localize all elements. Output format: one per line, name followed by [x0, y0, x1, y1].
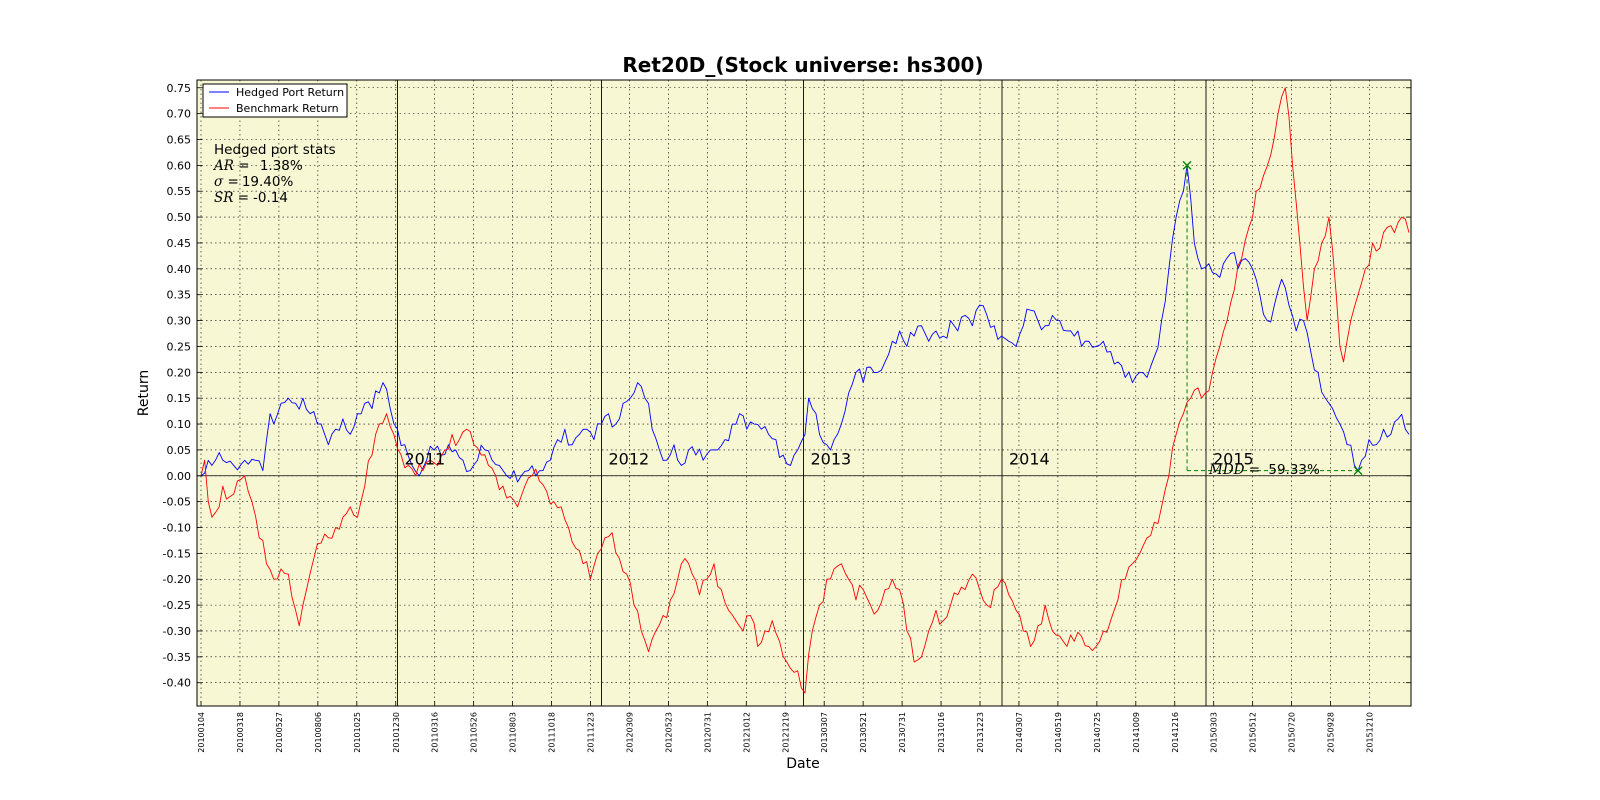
- y-tick-label: 0.10: [167, 418, 192, 431]
- x-tick-label: 20120731: [703, 712, 712, 753]
- y-axis-ticks: 0.75 0.70 0.65 0.60 0.55 0.50 0.45 0.40 0.35 0.30…: [163, 82, 1411, 690]
- y-axis-label: Return: [136, 370, 152, 416]
- y-tick-label: 0.55: [167, 185, 192, 198]
- x-tick-label: 20151210: [1366, 712, 1375, 753]
- x-tick-label: 20101025: [353, 712, 362, 753]
- mdd-label: MDD =: [1208, 462, 1260, 478]
- year-label: 2012: [609, 449, 650, 468]
- y-tick-label: 0.35: [167, 289, 192, 302]
- x-tick-label: 20100527: [275, 712, 284, 753]
- x-tick-label: 20121012: [742, 712, 751, 753]
- x-tick-label: 20130307: [820, 712, 829, 753]
- year-label: 2015: [1213, 449, 1254, 468]
- x-tick-label: 20111018: [548, 712, 557, 753]
- legend: Hedged Port Return Benchmark Return: [202, 83, 348, 118]
- x-tick-label: 20140519: [1054, 712, 1063, 753]
- x-tick-label: 20131016: [937, 712, 946, 753]
- y-tick-label: 0.30: [167, 315, 192, 328]
- y-tick-label: 0.65: [167, 133, 192, 146]
- stats-box: Hedged port stats AR = 1.38% σ = 19.40% S…: [212, 142, 336, 206]
- year-label: 2013: [811, 449, 852, 468]
- y-tick-label: -0.05: [163, 496, 191, 509]
- year-label: 2014: [1009, 449, 1050, 468]
- gridlines: [197, 80, 1411, 706]
- y-tick-label: -0.25: [163, 599, 191, 612]
- y-tick-label: 0.40: [167, 263, 192, 276]
- x-tick-label: 20110803: [509, 712, 518, 753]
- y-tick-label: -0.20: [163, 573, 191, 586]
- y-tick-label: -0.35: [163, 651, 191, 664]
- x-axis-ticks: 20100104 20100318 20100527 20100806 20101025…: [197, 701, 1375, 753]
- x-tick-label: 20140725: [1093, 712, 1102, 753]
- y-tick-label: -0.15: [163, 547, 191, 560]
- y-tick-label: 0.60: [167, 159, 192, 172]
- stats-sigma: σ = 19.40%: [214, 174, 293, 190]
- stats-sr-value: -0.14: [253, 190, 288, 206]
- legend-box: [202, 83, 348, 118]
- stats-sigma-value: 19.40%: [242, 174, 294, 190]
- stats-sr-label: SR =: [214, 190, 249, 206]
- y-tick-label: 0.15: [167, 392, 192, 405]
- y-tick-label: 0.70: [167, 108, 192, 121]
- x-tick-label: 20130731: [898, 712, 907, 753]
- mdd-annotation: MDD = 59.33%: [1208, 462, 1320, 478]
- y-tick-label: 0.75: [167, 82, 192, 95]
- hedged-port-return-line: [200, 164, 1410, 483]
- stats-sr: SR = -0.14: [214, 190, 288, 206]
- stats-ar: AR = 1.38%: [212, 158, 303, 174]
- x-tick-label: 20150303: [1210, 712, 1219, 753]
- y-tick-label: 0.45: [167, 237, 192, 250]
- stats-ar-value: 1.38%: [256, 158, 303, 174]
- benchmark-return-line: [200, 87, 1410, 694]
- series-layer: [200, 87, 1410, 694]
- x-tick-label: 20100104: [197, 712, 206, 753]
- x-tick-label: 20120523: [664, 712, 673, 753]
- x-tick-label: 20130521: [859, 712, 868, 753]
- x-tick-label: 20101230: [392, 712, 401, 753]
- legend-label-hedged: Hedged Port Return: [236, 86, 344, 99]
- x-tick-label: 20100318: [236, 712, 245, 753]
- x-tick-label: 20150928: [1327, 712, 1336, 753]
- plot-frame: [196, 79, 1412, 707]
- y-tick-label: 0.00: [167, 470, 192, 483]
- stats-sigma-label: σ =: [214, 174, 239, 190]
- year-divider-lines: [397, 80, 1207, 706]
- x-tick-label: 20141009: [1132, 712, 1141, 753]
- x-tick-label: 20120309: [625, 712, 634, 753]
- x-tick-label: 20131223: [976, 712, 985, 753]
- x-tick-label: 20150720: [1288, 712, 1297, 753]
- x-tick-label: 20100806: [314, 712, 323, 753]
- mdd-peak-marker: [1182, 160, 1192, 170]
- y-tick-label: 0.05: [167, 444, 192, 457]
- x-tick-label: 20141216: [1171, 712, 1180, 753]
- y-tick-label: 0.20: [167, 366, 192, 379]
- y-tick-label: 0.50: [167, 211, 192, 224]
- x-tick-label: 20140307: [1015, 712, 1024, 753]
- chart-title: Ret20D_(Stock universe: hs300): [622, 53, 983, 77]
- plot-area: 2011 2012 2013 2014 2015: [196, 79, 1412, 707]
- y-tick-label: -0.40: [163, 677, 191, 690]
- x-axis-label: Date: [786, 756, 819, 772]
- x-tick-label: 20111223: [587, 712, 596, 753]
- year-label: 2011: [405, 449, 446, 468]
- stats-heading: Hedged port stats: [214, 142, 336, 158]
- mdd-trough-marker: [1353, 466, 1363, 476]
- mdd-value: 59.33%: [1264, 462, 1320, 478]
- x-tick-label: 20150512: [1249, 712, 1258, 753]
- x-tick-label: 20121219: [781, 712, 790, 753]
- legend-label-benchmark: Benchmark Return: [236, 102, 339, 115]
- y-tick-label: -0.30: [163, 625, 191, 638]
- plot-background: [197, 80, 1411, 706]
- y-tick-label: 0.25: [167, 340, 192, 353]
- year-labels: 2011 2012 2013 2014 2015: [405, 449, 1254, 468]
- x-tick-label: 20110316: [431, 712, 440, 753]
- y-tick-label: -0.10: [163, 522, 191, 535]
- stats-ar-label: AR =: [212, 158, 250, 174]
- mdd-layer: [1182, 160, 1363, 476]
- x-tick-label: 20110526: [470, 712, 479, 753]
